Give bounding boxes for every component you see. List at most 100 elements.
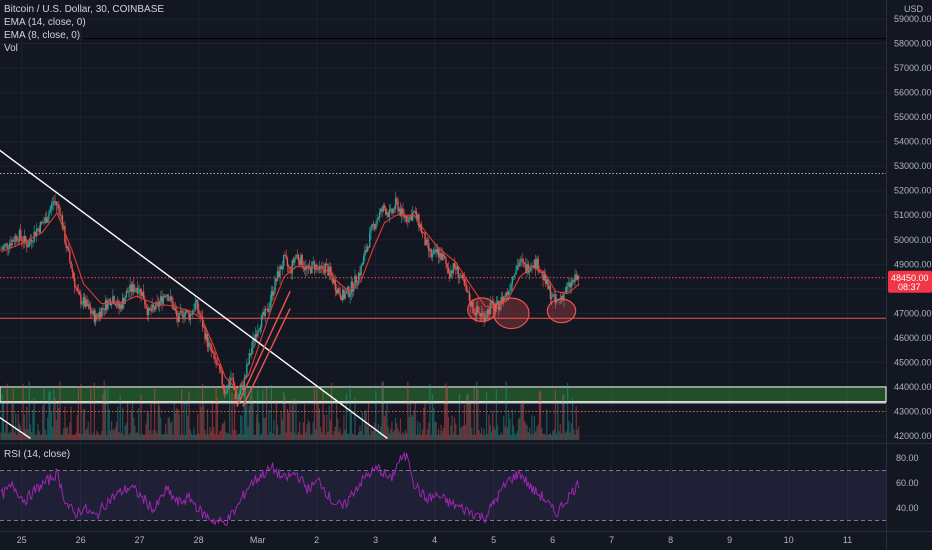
candle-body xyxy=(521,258,523,261)
candle-body xyxy=(149,307,151,310)
candle-body xyxy=(507,291,510,295)
time-tick-label: 25 xyxy=(17,535,27,545)
candle-body xyxy=(93,310,96,323)
candle-body xyxy=(323,269,325,273)
candle-body xyxy=(224,388,226,394)
volume-bar xyxy=(63,428,65,440)
candle-body xyxy=(269,301,271,309)
volume-bar xyxy=(269,432,271,440)
candle-body xyxy=(260,314,263,328)
candle-body xyxy=(184,312,187,316)
volume-bar xyxy=(49,391,51,440)
volume-bar xyxy=(257,390,259,440)
volume-bar xyxy=(575,406,577,440)
legend-ema14[interactable]: EMA (14, close, 0) xyxy=(4,17,86,28)
volume-bar xyxy=(186,399,188,440)
candle-body xyxy=(91,313,93,315)
candle-body xyxy=(398,208,400,212)
volume-bar xyxy=(552,431,554,440)
bottom-ellipse-3 xyxy=(546,298,577,324)
volume-bar xyxy=(494,429,496,440)
volume-bar xyxy=(321,432,323,440)
candle-body xyxy=(370,227,372,233)
time-tick-label: 5 xyxy=(491,535,496,545)
volume-bar xyxy=(284,396,286,440)
volume-bar xyxy=(524,421,526,440)
volume-bar xyxy=(347,433,349,440)
volume-bar xyxy=(113,430,115,440)
volume-bar xyxy=(401,434,403,440)
volume-bar xyxy=(122,407,124,440)
candle-body xyxy=(365,250,367,252)
candle-body xyxy=(275,278,278,281)
candle-body xyxy=(176,310,178,317)
candle-body xyxy=(289,266,291,269)
candle-body xyxy=(488,309,490,314)
candle-body xyxy=(360,265,362,276)
volume-bar xyxy=(371,430,373,440)
candle-body xyxy=(542,272,544,281)
volume-bar xyxy=(339,428,341,440)
volume-bar xyxy=(455,423,457,440)
candle-body xyxy=(356,282,359,283)
candle-body xyxy=(232,378,235,384)
candle-body xyxy=(396,198,398,201)
volume-bar xyxy=(428,422,430,440)
candle-body xyxy=(38,228,40,233)
volume-bar xyxy=(568,420,570,440)
candle-body xyxy=(165,295,167,297)
volume-bar xyxy=(259,434,261,440)
volume-bar xyxy=(564,433,566,440)
volume-bar xyxy=(515,434,517,440)
candle-body xyxy=(284,254,286,256)
volume-bar xyxy=(481,427,483,440)
candle-body xyxy=(455,267,457,270)
candle-body xyxy=(424,232,426,246)
volume-bar xyxy=(210,431,212,440)
time-tick-label: 6 xyxy=(550,535,555,545)
candle-body xyxy=(195,299,198,303)
legend-ema8[interactable]: EMA (8, close, 0) xyxy=(4,30,81,41)
volume-bar xyxy=(322,389,324,440)
volume-bar xyxy=(161,434,163,440)
legend-rsi[interactable]: RSI (14, close) xyxy=(4,449,71,460)
volume-bar xyxy=(176,408,178,440)
descending-trendline xyxy=(0,149,388,440)
volume-bar xyxy=(409,400,411,440)
volume-bar xyxy=(114,427,116,440)
volume-bar xyxy=(124,425,126,440)
candle-body xyxy=(359,272,361,276)
volume-bar xyxy=(138,408,140,440)
volume-bar xyxy=(329,420,332,440)
price-tick-label: 42000.00 xyxy=(894,431,932,441)
volume-bar xyxy=(115,422,118,440)
candle-body xyxy=(287,265,290,267)
candle-body xyxy=(511,277,514,285)
volume-bar xyxy=(334,426,336,440)
legend-vol[interactable]: Vol xyxy=(4,43,18,54)
legend-symbol[interactable]: Bitcoin / U.S. Dollar, 30, COINBASE xyxy=(4,4,165,15)
volume-bar xyxy=(145,423,147,440)
volume-bar xyxy=(125,423,127,440)
volume-bar xyxy=(170,422,172,440)
candle-body xyxy=(74,278,76,288)
candle-body xyxy=(130,284,132,292)
candle-body xyxy=(263,312,265,316)
volume-bar xyxy=(543,433,545,440)
candle-body xyxy=(548,285,550,289)
candle-body xyxy=(342,289,344,301)
time-tick-label: 9 xyxy=(727,535,732,545)
candle-body xyxy=(516,265,518,270)
volume-bar xyxy=(559,423,561,440)
candle-body xyxy=(139,288,141,293)
candle-body xyxy=(257,331,259,337)
candle-body xyxy=(474,312,477,316)
candle-body xyxy=(83,297,86,307)
candle-body xyxy=(446,263,448,268)
candle-body xyxy=(225,393,227,395)
candle-body xyxy=(489,302,491,314)
volume-bar xyxy=(0,432,2,440)
candle-body xyxy=(39,222,42,233)
candle-body xyxy=(471,301,473,307)
